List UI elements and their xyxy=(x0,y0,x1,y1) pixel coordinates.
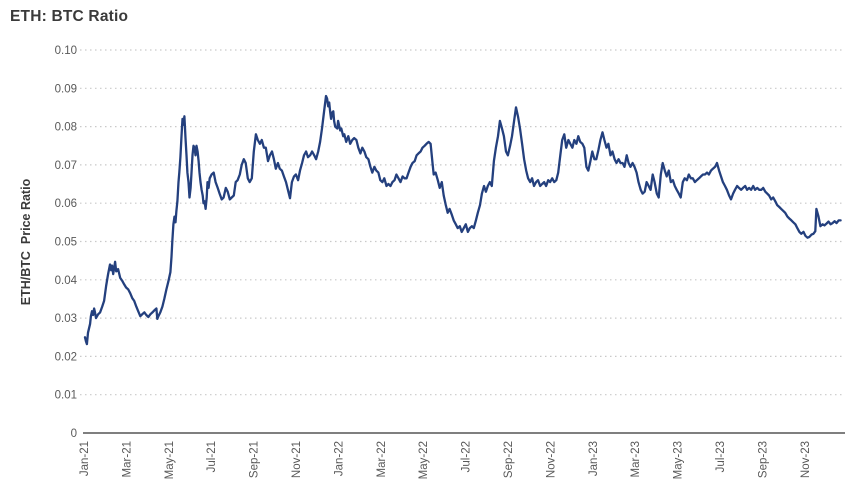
x-tick-label: Jan-22 xyxy=(333,441,345,476)
x-tick-label: Jan-21 xyxy=(79,441,91,476)
y-tick-label: 0.10 xyxy=(55,45,77,57)
x-tick-label: May-23 xyxy=(673,441,685,479)
chart-title: ETH: BTC Ratio xyxy=(10,8,129,25)
y-tick-label: 0.02 xyxy=(55,351,77,363)
y-tick-label: 0.01 xyxy=(55,390,77,402)
x-tick-label: Jul-23 xyxy=(715,441,727,472)
y-tick-label: 0 xyxy=(71,428,77,440)
y-tick-label: 0.05 xyxy=(55,237,77,249)
x-tick-label: Mar-23 xyxy=(630,441,642,477)
y-tick-label: 0.07 xyxy=(55,160,77,172)
x-tick-label: May-21 xyxy=(164,441,176,479)
x-tick-label: Jul-22 xyxy=(461,441,473,472)
y-tick-label: 0.04 xyxy=(55,275,78,287)
x-tick-label: Sep-21 xyxy=(249,441,261,478)
y-tick-label: 0.03 xyxy=(55,313,77,325)
x-tick-label: Jul-21 xyxy=(206,441,218,472)
x-tick-label: Sep-22 xyxy=(503,441,515,478)
ethbtc-ratio-line xyxy=(83,94,842,346)
x-tick-label: Jan-23 xyxy=(588,441,600,476)
y-tick-label: 0.08 xyxy=(55,122,77,134)
y-axis-title: ETH/BTC Price Ratio xyxy=(19,178,33,305)
y-tick-label: 0.09 xyxy=(55,83,77,95)
x-tick-label: Nov-22 xyxy=(545,441,557,478)
x-tick-label: Nov-21 xyxy=(291,441,303,478)
x-tick-label: Mar-22 xyxy=(376,441,388,477)
x-tick-label: Sep-23 xyxy=(757,441,769,478)
x-tick-label: May-22 xyxy=(418,441,430,479)
x-tick-label: Mar-21 xyxy=(121,441,133,477)
x-tick-label: Nov-23 xyxy=(800,441,812,478)
y-tick-label: 0.06 xyxy=(55,198,77,210)
